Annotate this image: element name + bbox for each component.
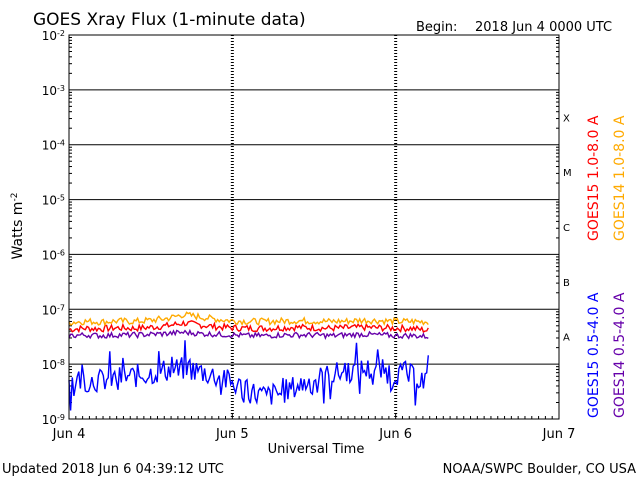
legend-entry: GOES15 0.5-4.0 A (586, 292, 602, 418)
flare-class-label: X (563, 113, 570, 124)
x-tick-label: Jun 7 (542, 427, 576, 442)
y-tick-exponent: -6 (57, 248, 65, 257)
legend-entry: GOES14 1.0-8.0 A (612, 115, 628, 241)
y-tick-base: 10 (42, 29, 57, 43)
series-line-goes14-0-5-4-0-a (68, 328, 429, 340)
y-tick-labels: 10-910-810-710-610-510-410-310-2 (42, 29, 65, 428)
flare-class-label: M (563, 168, 572, 179)
legend-entry: GOES14 0.5-4.0 A (612, 292, 628, 418)
series-line-goes15-0-5-4-0-a (68, 340, 429, 411)
y-tick-exponent: -2 (57, 29, 65, 38)
y-tick-label: 10-2 (42, 29, 65, 44)
y-tick-base: 10 (42, 303, 57, 317)
grid-lines (69, 89, 559, 365)
x-tick-label: Jun 4 (52, 427, 86, 442)
y-tick-base: 10 (42, 248, 57, 262)
flare-class-label: A (563, 333, 570, 344)
y-tick-base: 10 (42, 139, 57, 153)
x-tick-labels: Jun 4 Jun 5 Jun 6 Jun 7 (52, 427, 576, 442)
y-axis-title-text: Watts m (10, 202, 26, 260)
begin-label: Begin: (416, 20, 457, 35)
source-text: NOAA/SWPC Boulder, CO USA (443, 462, 636, 477)
y-tick-label: 10-8 (42, 358, 65, 373)
series-line-goes14-1-0-8-0-a (68, 311, 429, 327)
y-tick-exponent: -5 (57, 193, 65, 202)
y-tick-base: 10 (42, 84, 57, 98)
y-tick-label: 10-7 (42, 303, 65, 318)
y-tick-label: 10-9 (42, 413, 65, 428)
y-tick-exponent: -9 (57, 413, 65, 422)
y-tick-base: 10 (42, 194, 57, 208)
axis-ticks (68, 37, 560, 419)
x-axis-title: Universal Time (268, 442, 365, 457)
y-tick-label: 10-6 (42, 248, 65, 263)
updated-text: Updated 2018 Jun 6 04:39:12 UTC (2, 462, 224, 477)
y-tick-exponent: -8 (57, 358, 65, 367)
y-tick-base: 10 (42, 413, 57, 427)
flare-class-label: C (563, 223, 570, 234)
chart-title: GOES Xray Flux (1-minute data) (33, 10, 306, 30)
y-tick-label: 10-4 (42, 138, 65, 153)
day-divider-lines (230, 35, 398, 419)
flare-class-label: B (563, 278, 570, 289)
data-series (68, 311, 429, 411)
x-tick-label: Jun 5 (215, 427, 249, 442)
y-tick-label: 10-5 (42, 193, 65, 208)
flare-class-labels: A B C M X (563, 113, 572, 343)
plot-frame (68, 34, 560, 420)
legend: GOES15 1.0-8.0 A GOES14 1.0-8.0 A GOES15 0… (586, 115, 628, 418)
y-tick-label: 10-3 (42, 83, 65, 98)
y-tick-base: 10 (42, 358, 57, 372)
series-line-goes15-1-0-8-0-a (68, 319, 429, 334)
y-tick-exponent: -3 (57, 83, 65, 92)
legend-entry: GOES15 1.0-8.0 A (586, 115, 602, 241)
y-axis-title-exponent: -2 (10, 193, 20, 202)
y-tick-exponent: -7 (57, 303, 65, 312)
y-tick-exponent: -4 (57, 138, 65, 147)
x-tick-label: Jun 6 (378, 427, 412, 442)
begin-value: 2018 Jun 4 0000 UTC (475, 20, 612, 35)
y-axis-title: Watts m-2 (10, 193, 26, 260)
